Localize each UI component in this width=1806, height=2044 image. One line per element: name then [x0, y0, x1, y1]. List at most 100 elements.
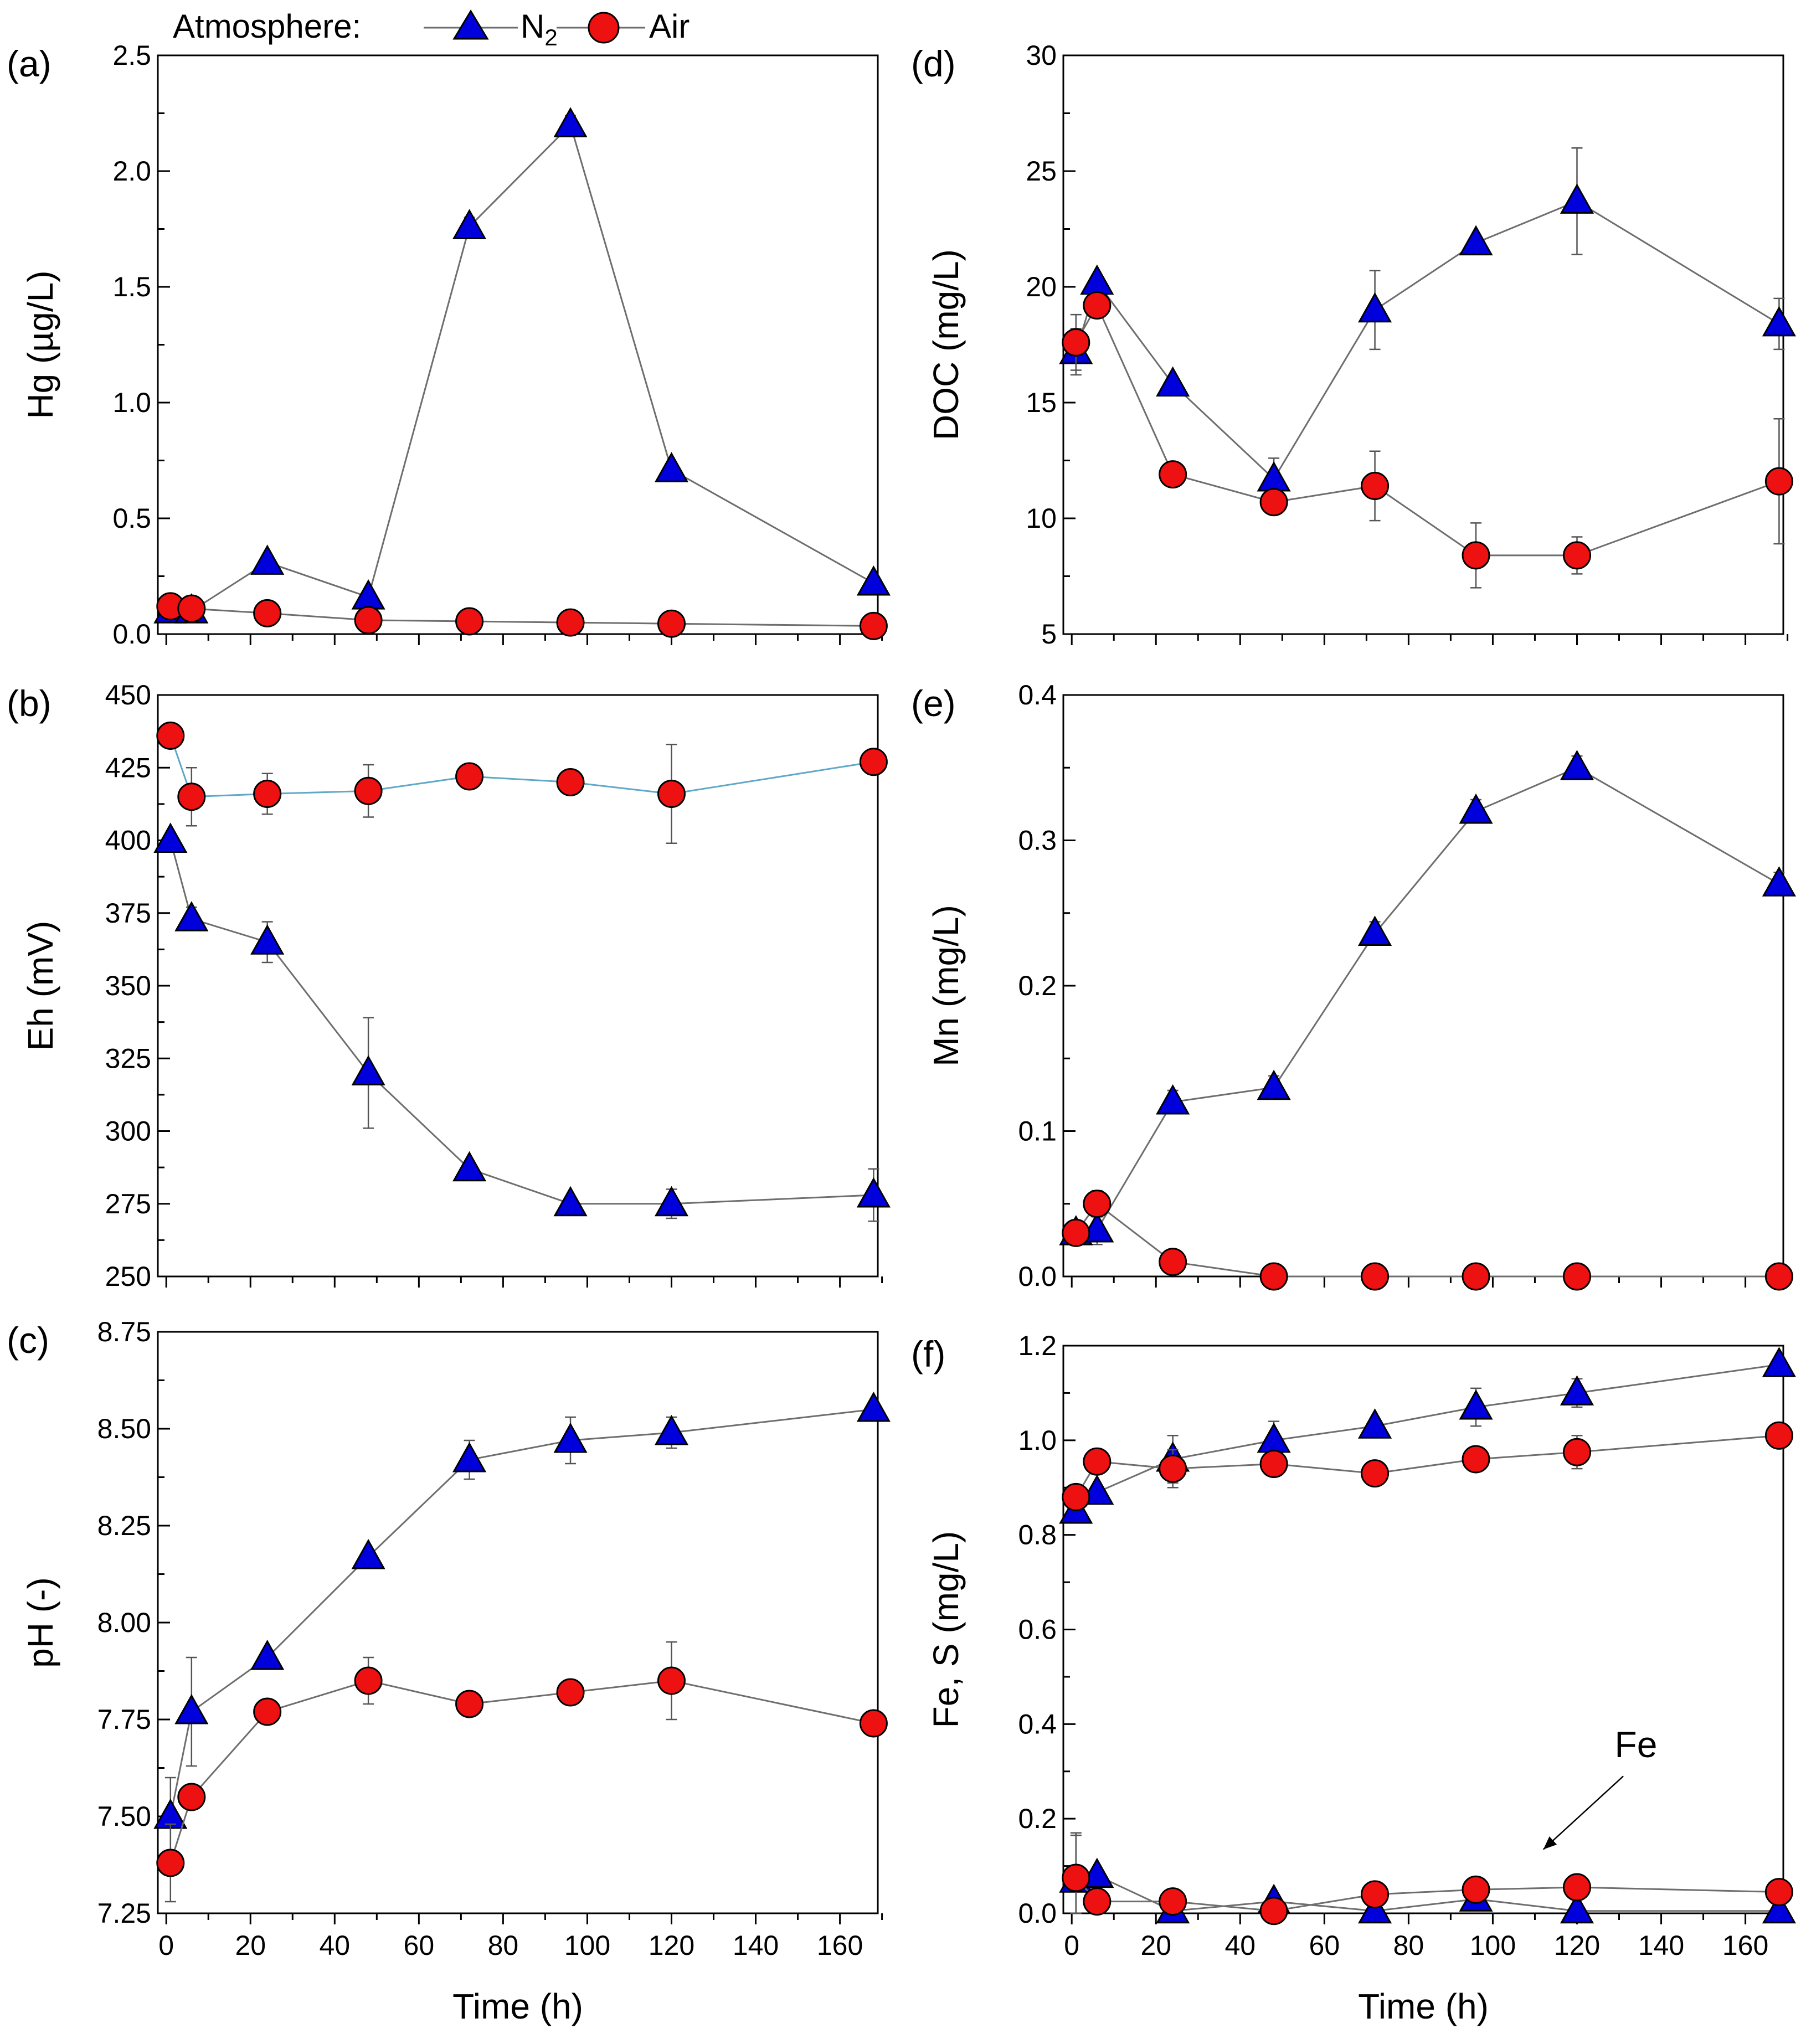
data-point-b-air — [859, 748, 888, 776]
data-point-d-air — [1259, 488, 1288, 517]
x-tick-label-c: 160 — [817, 1930, 863, 1961]
data-point-e-n2 — [1156, 1084, 1190, 1115]
x-tick-label-f: 80 — [1393, 1930, 1424, 1961]
legend-air-label: Air — [649, 8, 690, 45]
series-line-b-n2 — [169, 840, 874, 1205]
x-tick-label-c: 60 — [404, 1930, 435, 1961]
data-point-c-air — [156, 1849, 185, 1877]
data-point-d-air — [1159, 460, 1187, 489]
y-tick-label-e: 0.2 — [1018, 970, 1057, 1001]
x-tick-label-f: 0 — [1064, 1930, 1079, 1961]
x-tick-label-f: 40 — [1224, 1930, 1256, 1961]
panel-label-e: (e) — [911, 683, 956, 724]
data-point-b-n2 — [654, 1186, 689, 1217]
plot-frame-c — [157, 1331, 879, 1914]
y-tick-label-a: 2.0 — [112, 156, 151, 187]
y-tick-label-c: 8.75 — [97, 1316, 151, 1347]
data-point-a-n2 — [250, 544, 285, 575]
y-tick-label-e: 0.3 — [1018, 825, 1057, 856]
data-point-a-air — [657, 609, 686, 638]
series-line-d-air — [1075, 303, 1779, 557]
data-point-d-air — [1764, 467, 1793, 496]
series-line-f-n2-s — [1075, 1363, 1779, 1512]
y-tick-label-b: 275 — [105, 1188, 151, 1219]
y-tick-label-d: 30 — [1026, 40, 1057, 71]
data-point-b-n2 — [452, 1151, 487, 1182]
data-point-e-air — [1361, 1262, 1390, 1291]
series-line-d-n2 — [1075, 200, 1780, 481]
y-tick-label-c: 8.25 — [97, 1510, 151, 1541]
data-point-a-air — [253, 599, 282, 627]
y-tick-label-e: 0.1 — [1018, 1116, 1057, 1147]
panel-a: (a) 0.0 0.5 1.0 1.5 2.0 2.5 Hg (µg/L) — [7, 40, 891, 650]
x-axis-title-f: Time (h) — [1358, 1986, 1489, 2026]
y-tick-label-f: 0.8 — [1018, 1520, 1057, 1551]
data-point-e-air — [1159, 1248, 1187, 1276]
data-point-d-air — [1062, 328, 1090, 357]
y-tick-label-f: 1.0 — [1018, 1425, 1057, 1456]
data-point-c-air — [354, 1666, 383, 1695]
data-point-f-air-fe — [1462, 1875, 1490, 1904]
panel-label-f: (f) — [911, 1334, 945, 1374]
data-point-f-n2-fe — [1358, 1893, 1392, 1924]
data-point-d-n2 — [1080, 264, 1114, 295]
data-point-a-air — [354, 606, 383, 635]
y-tick-label-c: 8.50 — [97, 1413, 151, 1444]
data-point-d-air — [1361, 471, 1390, 500]
data-point-f-air-s — [1764, 1421, 1793, 1450]
y-tick-label-b: 375 — [105, 898, 151, 929]
data-point-e-n2 — [1358, 915, 1392, 946]
y-tick-label-f: 0.4 — [1018, 1708, 1057, 1739]
data-point-b-air — [556, 768, 585, 796]
data-point-a-air — [177, 594, 206, 623]
data-point-c-air — [556, 1678, 585, 1707]
data-point-f-air-fe — [1062, 1863, 1090, 1892]
data-point-c-n2 — [654, 1414, 689, 1445]
legend-air-marker — [588, 12, 620, 44]
panel-b: (b) 250 275 300 325 350 375 400 425 450 Eh (mV) — [7, 679, 891, 1292]
data-point-f-air-s — [1083, 1447, 1112, 1476]
data-point-f-air-s — [1562, 1438, 1591, 1466]
data-point-b-n2 — [174, 901, 209, 931]
panel-label-a: (a) — [7, 43, 52, 84]
x-tick-label-c: 100 — [564, 1930, 610, 1961]
data-point-b-air — [253, 780, 282, 808]
y-axis-title-f: Fe, S (mg/L) — [926, 1531, 966, 1728]
y-tick-label-a: 1.5 — [112, 271, 151, 302]
x-tick-label-c: 120 — [649, 1930, 694, 1961]
data-point-f-air-fe — [1259, 1897, 1288, 1925]
panel-e: (e) 0.0 0.1 0.2 0.3 0.4 Mn (mg/L) — [911, 679, 1796, 1292]
data-point-f-n2-s — [1459, 1389, 1493, 1420]
x-tick-label-c: 20 — [235, 1930, 266, 1961]
y-axis-title-d: DOC (mg/L) — [926, 249, 966, 440]
data-point-c-air — [177, 1783, 206, 1811]
data-point-c-n2 — [452, 1441, 487, 1472]
y-tick-label-d: 15 — [1026, 387, 1057, 418]
x-tick-label-c: 40 — [319, 1930, 350, 1961]
data-point-e-air — [1259, 1262, 1288, 1291]
data-point-b-air — [354, 776, 383, 805]
x-tick-label-f: 20 — [1140, 1930, 1171, 1961]
plot-frame-d — [1062, 54, 1784, 635]
y-tick-label-a: 0.0 — [112, 619, 151, 650]
y-tick-label-f: 0.0 — [1018, 1898, 1057, 1929]
data-point-d-n2 — [1257, 461, 1291, 492]
data-point-a-air — [455, 607, 484, 636]
data-point-d-n2 — [1762, 306, 1796, 337]
data-point-c-n2 — [250, 1639, 285, 1670]
y-tick-label-f: 1.2 — [1018, 1330, 1057, 1361]
data-point-f-air-s — [1159, 1454, 1187, 1483]
data-point-f-air-s — [1062, 1482, 1090, 1511]
data-point-a-air — [556, 608, 585, 637]
legend-title: Atmosphere: — [173, 8, 361, 45]
data-point-e-n2 — [1762, 866, 1796, 897]
y-tick-label-c: 7.25 — [97, 1898, 151, 1929]
panel-label-d: (d) — [911, 43, 956, 84]
legend: Atmosphere: N2 Air — [173, 8, 690, 50]
data-point-e-air — [1764, 1262, 1793, 1291]
data-point-c-air — [859, 1709, 888, 1738]
data-point-e-n2 — [1560, 750, 1594, 780]
y-axis-title-c: pH (-) — [20, 1577, 60, 1668]
data-point-e-n2 — [1257, 1069, 1291, 1100]
